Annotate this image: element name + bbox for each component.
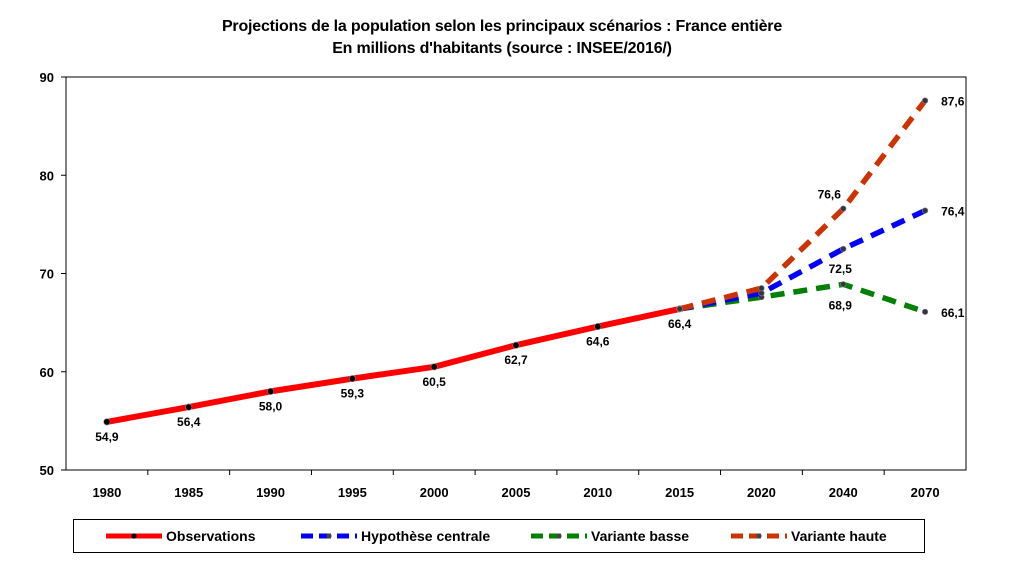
data-point: [103, 418, 111, 426]
legend-label: Observations: [166, 528, 256, 544]
x-tick-label: 1980: [92, 485, 121, 500]
data-point: [921, 97, 929, 104]
data-label: 59,3: [341, 387, 365, 401]
data-point: [594, 323, 602, 331]
data-point: [267, 387, 275, 395]
legend-item-variante-haute: Variante haute: [729, 520, 887, 552]
x-tick-label: 1990: [256, 485, 285, 500]
series-layer: [103, 97, 929, 426]
x-tick-label: 2040: [829, 485, 858, 500]
y-tick-label: 90: [40, 70, 54, 85]
legend-item-hypothese-centrale: Hypothèse centrale: [299, 520, 490, 552]
data-point: [185, 403, 193, 411]
data-label: 87,6: [941, 95, 965, 109]
data-labels: 54,9 56,4 58,0 59,3 60,5 62,7 64,6 66,4 68,9 66,1…: [95, 95, 965, 444]
x-tick-label: 2000: [420, 485, 449, 500]
legend-swatch-hypothese-centrale: [301, 533, 357, 539]
x-tick-label: 1985: [174, 485, 203, 500]
data-label: 76,6: [818, 188, 842, 202]
y-tick-label: 70: [40, 267, 54, 282]
data-point: [921, 308, 929, 315]
axes: 50 60 70 80 90 1980 1985 1990 1995 2000 2005 2010 20…: [40, 70, 967, 500]
chart-title: Projections de la population selon les p…: [221, 18, 783, 35]
legend-label: Variante basse: [591, 528, 690, 544]
data-point: [840, 245, 847, 253]
data-label: 76,4: [941, 205, 965, 219]
data-point: [348, 375, 356, 383]
legend-item-observations: Observations: [104, 520, 255, 552]
legend-item-variante-basse: Variante basse: [529, 520, 689, 552]
data-point: [921, 207, 929, 214]
data-point: [840, 205, 847, 212]
data-point: [676, 305, 683, 312]
data-point: [758, 285, 765, 292]
data-label: 72,5: [829, 262, 853, 276]
legend-swatch-variante-haute: [731, 533, 787, 539]
data-label: 56,4: [177, 415, 201, 429]
legend-label: Variante haute: [791, 528, 887, 544]
chart-subtitle: En millions d'habitants (source : INSEE/…: [332, 40, 672, 57]
y-tick-label: 50: [40, 463, 54, 478]
x-tick-label: 2015: [665, 485, 694, 500]
data-label: 54,9: [95, 430, 119, 444]
x-tick-label: 2020: [747, 485, 776, 500]
data-label: 58,0: [259, 399, 283, 413]
legend-label: Hypothèse centrale: [361, 528, 491, 544]
x-tick-label: 1995: [338, 485, 367, 500]
legend: Observations Hypothèse centrale Variante…: [73, 519, 925, 553]
series-line-hypoth-se-centrale: [679, 208, 927, 312]
data-point: [430, 363, 438, 371]
series-line-variante-haute: [678, 98, 928, 312]
data-label: 66,4: [668, 317, 692, 331]
data-label: 60,5: [423, 375, 447, 389]
series-line-observations: [103, 305, 683, 425]
x-tick-label: 2070: [911, 485, 940, 500]
data-point: [840, 281, 847, 288]
data-label: 62,7: [504, 353, 528, 367]
y-tick-label: 80: [40, 168, 54, 183]
legend-swatch-observations: [106, 533, 162, 539]
data-label: 68,9: [829, 298, 853, 312]
data-label: 66,1: [941, 306, 965, 320]
x-tick-label: 2005: [502, 485, 531, 500]
series-line-variante-basse: [679, 281, 926, 315]
legend-swatch-variante-basse: [531, 533, 587, 539]
x-tick-label: 2010: [583, 485, 612, 500]
data-point: [512, 341, 520, 349]
data-label: 64,6: [586, 335, 610, 349]
y-tick-label: 60: [40, 365, 54, 380]
